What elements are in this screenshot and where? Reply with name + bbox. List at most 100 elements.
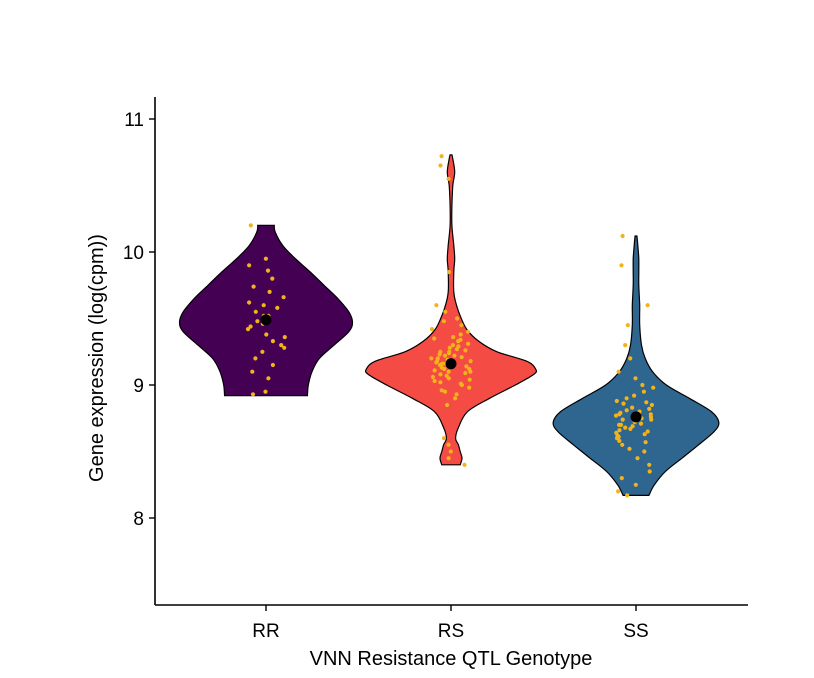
data-point-rr <box>248 324 253 329</box>
data-point-rs <box>463 348 468 353</box>
data-point-ss <box>651 385 656 390</box>
data-point-rs <box>448 449 453 454</box>
data-point-rs <box>446 176 451 181</box>
data-point-ss <box>625 323 630 328</box>
data-point-rs <box>445 402 450 408</box>
data-point-rr <box>251 284 256 289</box>
data-point-rs <box>438 163 443 168</box>
data-point-rs <box>463 370 468 376</box>
data-point-ss <box>617 438 622 443</box>
data-point-rr <box>261 303 266 308</box>
data-point-rs <box>462 462 467 467</box>
data-point-ss <box>647 469 652 474</box>
data-point-rr <box>253 309 258 314</box>
data-point-ss <box>640 382 645 388</box>
data-point-rs <box>432 368 437 373</box>
data-point-rr <box>253 356 258 361</box>
data-point-rr <box>247 263 252 268</box>
data-point-ss <box>642 432 647 437</box>
data-point-ss <box>628 356 633 361</box>
data-point-ss <box>649 417 654 422</box>
x-tick-label-ss: SS <box>623 621 648 642</box>
data-point-rr <box>275 305 280 310</box>
data-point-rr <box>266 376 271 381</box>
data-point-rs <box>458 381 463 386</box>
data-point-rs <box>467 366 472 372</box>
x-ticks: RR RS SS <box>252 605 649 642</box>
y-ticks: 8 9 10 11 <box>123 110 155 530</box>
data-point-rr <box>282 335 287 340</box>
data-point-ss <box>623 343 628 348</box>
data-point-rs <box>434 360 439 365</box>
data-point-rs <box>446 442 451 447</box>
data-point-rs <box>446 369 451 374</box>
data-point-ss <box>647 406 652 411</box>
violins-layer <box>178 154 720 496</box>
data-point-rs <box>450 343 455 348</box>
data-point-rs <box>459 323 464 328</box>
x-tick-label-rs: RS <box>438 621 464 642</box>
y-tick-label-10: 10 <box>123 243 144 264</box>
data-point-rr <box>245 327 251 332</box>
data-point-ss <box>633 376 638 381</box>
data-point-rs <box>429 327 435 332</box>
data-point-ss <box>619 476 624 481</box>
data-point-ss <box>627 446 632 451</box>
data-point-ss <box>619 263 624 268</box>
data-point-rr <box>248 223 253 228</box>
data-point-rs <box>432 336 437 341</box>
data-point-rs <box>438 380 443 385</box>
data-point-rr <box>264 332 269 337</box>
data-point-rr <box>255 319 260 324</box>
data-point-ss <box>630 405 635 410</box>
violin-rr <box>178 224 354 397</box>
data-point-rr <box>250 369 255 374</box>
data-point-ss <box>613 413 619 418</box>
data-point-ss <box>647 462 652 467</box>
mean-marker-ss <box>630 411 642 423</box>
y-axis-title: Gene expression (log(cpm)) <box>86 234 108 482</box>
y-tick-label-11: 11 <box>124 110 144 131</box>
data-point-ss <box>621 401 626 406</box>
data-point-rs <box>429 356 434 361</box>
data-point-ss <box>616 369 621 374</box>
data-point-rs <box>451 335 456 340</box>
data-point-ss <box>632 393 637 398</box>
data-point-rr <box>270 276 275 281</box>
data-point-ss <box>617 412 622 417</box>
data-point-rs <box>439 154 444 159</box>
x-tick-label-rr: RR <box>252 621 279 642</box>
data-point-rs <box>454 392 459 397</box>
data-point-ss <box>643 440 648 445</box>
data-point-rs <box>456 344 461 349</box>
y-tick-label-9: 9 <box>133 376 144 397</box>
data-point-ss <box>620 233 625 239</box>
data-point-rs <box>455 316 460 321</box>
violin-ss <box>552 235 720 496</box>
y-tick-label-8: 8 <box>133 509 144 530</box>
data-point-rs <box>446 269 452 275</box>
data-point-rs <box>467 385 472 390</box>
data-point-ss <box>624 396 629 401</box>
jitter-points-layer <box>245 154 656 498</box>
data-point-ss <box>633 482 638 487</box>
data-point-rr <box>279 343 284 348</box>
data-point-rs <box>459 355 464 360</box>
data-point-rs <box>439 388 444 393</box>
data-point-rs <box>458 337 463 342</box>
data-point-rr <box>263 389 268 394</box>
data-point-rr <box>260 349 265 354</box>
data-point-rr <box>247 300 252 305</box>
data-point-ss <box>620 417 625 422</box>
data-point-ss <box>644 400 649 405</box>
data-point-rs <box>443 389 448 394</box>
data-point-ss <box>614 398 619 404</box>
data-point-rs <box>466 341 471 346</box>
data-point-rs <box>430 374 435 380</box>
data-point-rr <box>282 345 287 350</box>
data-point-ss <box>641 389 647 394</box>
data-point-rs <box>458 332 463 337</box>
data-point-ss <box>645 303 650 308</box>
data-point-rs <box>452 353 457 358</box>
